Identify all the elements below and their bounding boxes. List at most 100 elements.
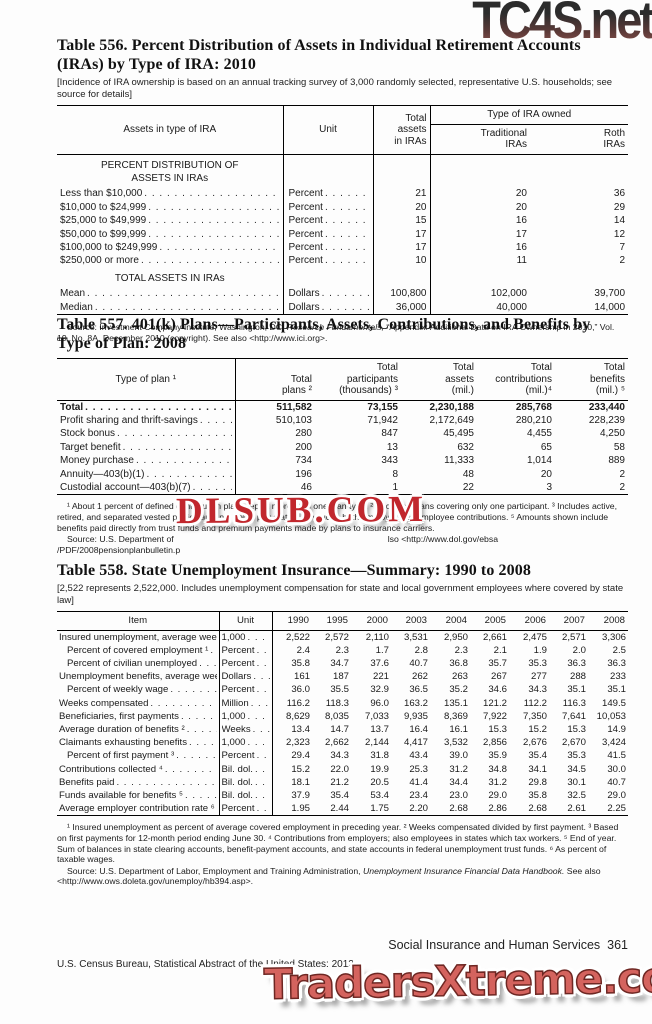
cell-roth: 12: [613, 228, 626, 240]
cell-2003: 262: [411, 671, 428, 683]
cell-1995: 2.3: [335, 644, 349, 656]
cell-2003: 23.4: [409, 789, 428, 801]
cell-plans: 280: [295, 428, 312, 440]
table-557-source-line2: /PDF/2008pensionplanbulletin.p: [57, 544, 181, 555]
cell-total: 100,800: [373, 287, 431, 301]
cell-2000: 19.9: [370, 763, 389, 775]
dot-leader: [248, 631, 270, 644]
dot-leader: [200, 414, 232, 427]
cell-total: 36,000: [373, 300, 431, 315]
cell-2003: 43.4: [409, 750, 428, 762]
table-558-title: Table 558. State Unemployment Insurance—…: [57, 562, 531, 579]
table-556-title: Table 556. Percent Distribution of Asset…: [57, 37, 581, 73]
dot-leader: [255, 776, 270, 789]
col-header-year: 1995: [326, 615, 348, 626]
cell-2003: 25.3: [409, 763, 428, 775]
col-header-year: 2008: [603, 615, 625, 626]
cell-assets: 22: [462, 481, 474, 493]
row-label: Money purchase: [60, 455, 134, 467]
cell-traditional: 20: [515, 188, 527, 200]
cell-2007: 2,670: [561, 737, 586, 749]
table-row: Less than $10,000 Percent 21 20 36: [57, 187, 628, 201]
cell-assets: 11,333: [444, 455, 474, 467]
cell-2003: 40.7: [409, 657, 428, 669]
row-unit-cell: Percent: [282, 187, 374, 201]
row-unit: Weeks: [221, 723, 251, 735]
row-label-cell: $250,000 or more: [57, 254, 283, 267]
dot-leader: [257, 644, 270, 657]
row-unit-cell: Percent: [282, 200, 374, 215]
cell-participants: 8: [392, 468, 398, 480]
cell-1990: 13.4: [291, 723, 310, 735]
row-unit: Percent: [221, 803, 255, 815]
cell-2000: 221: [372, 671, 389, 683]
cell-2000: 20.5: [370, 776, 389, 788]
row-unit: 1,000: [221, 631, 246, 643]
cell-2004: 31.2: [449, 763, 468, 775]
running-head-title: Social Insurance and Human Services: [388, 938, 601, 952]
row-unit-cell: Percent: [218, 643, 273, 657]
cell-1990: 18.1: [291, 776, 310, 788]
cell-total: 10: [373, 254, 431, 268]
cell-1990: 8,629: [285, 710, 310, 722]
col-header-stub: Type of plan ¹: [57, 358, 236, 400]
cell-plans: 46: [300, 481, 312, 493]
row-label-cell: Median: [57, 301, 283, 315]
cell-plans: 200: [295, 441, 312, 453]
table-556-block: Table 556. Percent Distribution of Asset…: [57, 36, 629, 343]
cell-2004: 3,532: [443, 737, 468, 749]
cell-1990: 37.9: [291, 789, 310, 801]
cell-assets: 45,495: [443, 428, 474, 440]
cell-2005: 267: [490, 671, 507, 683]
row-unit-cell: Percent: [282, 227, 374, 241]
table-row: Weeks compensated Million 116.2 118.3 96…: [57, 696, 628, 710]
row-label-cell: Percent of covered employment ¹: [57, 644, 219, 657]
cell-2004: 2,950: [443, 631, 468, 643]
cell-roth: 39,700: [594, 288, 626, 300]
cell-total: 20: [373, 200, 431, 215]
dot-leader: [136, 454, 232, 467]
row-unit: 1,000: [221, 737, 246, 749]
cell-2003: 2.8: [414, 644, 428, 656]
cell-assets: 2,230,188: [429, 401, 475, 413]
table-row: Stock bonus 280 847 45,495 4,455 4,250: [57, 427, 628, 441]
row-label-cell: Claimants exhausting benefits: [57, 736, 219, 749]
row-label-cell: Insured unemployment, average weekly: [57, 630, 219, 644]
cell-contributions: 1,014: [526, 455, 552, 467]
cell-2005: 2.1: [493, 644, 507, 656]
col-header-plans: Total plans ²: [281, 373, 312, 397]
cell-2000: 31.8: [370, 750, 389, 762]
cell-roth: 7: [619, 241, 626, 253]
table-row: Average duration of benefits ² Weeks 13.…: [57, 722, 628, 737]
table-556-note: [Incidence of IRA ownership is based on …: [57, 77, 613, 100]
table-557-block: Table 557. 401(k) Plans—Participants, As…: [57, 315, 628, 555]
cell-participants: 71,942: [367, 414, 398, 426]
dot-leader: [189, 736, 217, 749]
row-label-cell: Money purchase: [57, 454, 236, 468]
table-row: Annuity—403(b)(1) 196 8 48 20 2: [57, 467, 628, 481]
cell-2008: 29.0: [607, 789, 626, 801]
cell-1995: 34.3: [330, 750, 349, 762]
cell-traditional: 40,000: [496, 301, 527, 313]
row-label-cell: $10,000 to $24,999: [57, 201, 283, 214]
cell-2007: 288: [569, 671, 586, 683]
dot-leader: [322, 301, 370, 314]
cell-roth: 14: [613, 215, 626, 227]
cell-2000: 1.75: [370, 803, 389, 815]
cell-2008: 3,306: [601, 631, 626, 643]
cell-1995: 2,572: [324, 631, 349, 643]
cell-2006: 35.3: [528, 657, 547, 669]
cell-benefits: 228,239: [588, 414, 625, 426]
row-label-cell: Contributions collected ⁴: [57, 763, 219, 776]
row-unit-cell: Percent: [282, 240, 374, 255]
cell-1990: 29.4: [291, 750, 310, 762]
table-557-footnotes: ¹ About 1 percent of defined contributio…: [57, 501, 618, 533]
table-row: Contributions collected ⁴ Bil. dol. 15.2…: [57, 762, 628, 776]
cell-roth: 14,000: [594, 301, 626, 313]
cell-2006: 277: [530, 671, 547, 683]
row-label-cell: Profit sharing and thrift-savings: [57, 413, 236, 428]
row-unit-cell: 1,000: [218, 630, 273, 644]
dot-leader: [146, 468, 231, 481]
row-label-cell: Weeks compensated: [57, 697, 219, 710]
cell-1995: 118.3: [325, 697, 349, 709]
